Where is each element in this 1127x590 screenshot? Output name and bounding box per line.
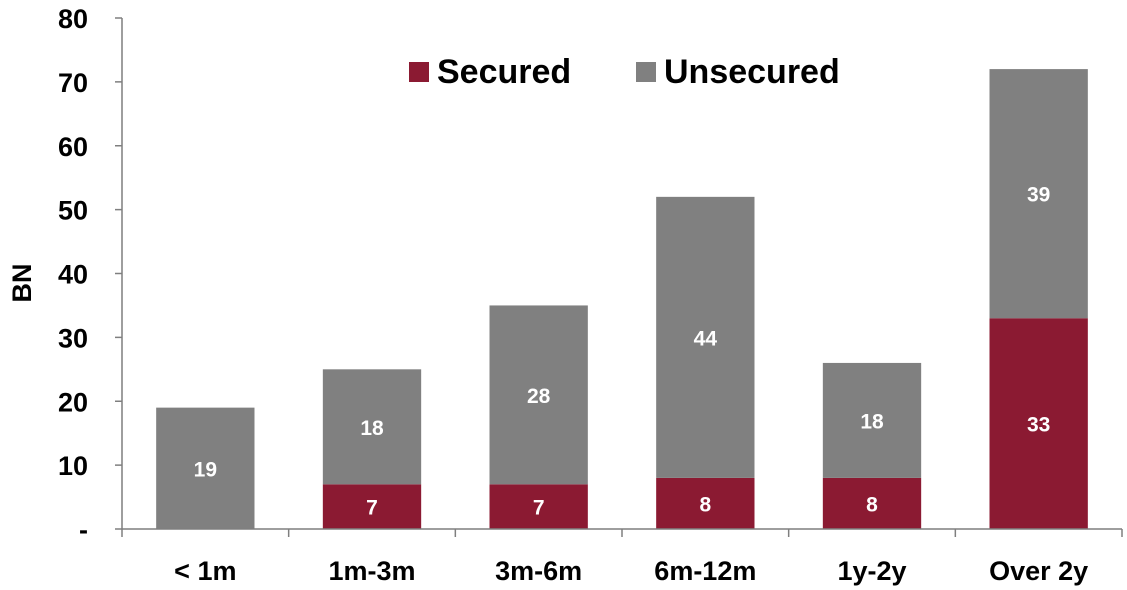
bars-layer [156, 69, 1088, 529]
y-tick-label: 60 [58, 132, 88, 162]
data-label: 44 [694, 327, 718, 350]
y-axis-label: BN [7, 264, 37, 303]
data-label: 39 [1027, 184, 1050, 207]
data-label: 7 [533, 497, 545, 520]
y-tick-label: 10 [58, 451, 88, 481]
data-label: 7 [366, 497, 378, 520]
x-tick-label: 1m-3m [328, 556, 415, 586]
y-tick-label: 20 [58, 387, 88, 417]
data-label: 33 [1027, 414, 1050, 437]
data-label: 8 [699, 493, 711, 516]
bar-secured [822, 477, 922, 529]
legend-label-secured: Secured [437, 53, 571, 91]
bar-unsecured [489, 305, 588, 485]
bar-secured [322, 484, 422, 529]
y-ticks-layer: - 10 20 30 40 50 60 70 80 [58, 4, 122, 545]
axes-layer [121, 18, 1122, 530]
bar-secured [656, 477, 755, 529]
y-tick-label: 70 [58, 68, 88, 98]
data-label: 18 [860, 410, 884, 433]
bar-secured [989, 318, 1088, 529]
bar-unsecured [656, 196, 755, 478]
x-tick-label: 1y-2y [837, 556, 906, 586]
data-label: 28 [527, 385, 551, 408]
legend-label-unsecured: Unsecured [664, 53, 840, 91]
data-label: 18 [360, 417, 384, 440]
data-label: 8 [866, 493, 878, 516]
x-tick-label: Over 2y [989, 556, 1088, 586]
x-ticks-layer: < 1m 1m-3m 3m-6m 6m-12m 1y-2y Over 2y [121, 529, 1123, 586]
legend-swatch-secured [409, 62, 429, 82]
y-tick-label: 50 [58, 196, 88, 226]
data-labels-layer: 19 7 18 7 28 8 44 8 18 33 39 [194, 184, 1051, 520]
legend: Secured Unsecured [409, 53, 840, 91]
x-tick-label: 3m-6m [495, 556, 582, 586]
x-tick-label: 6m-12m [654, 556, 756, 586]
y-tick-label: - [79, 515, 88, 545]
bar-unsecured [322, 369, 422, 485]
y-tick-label: 80 [58, 4, 88, 34]
bar-unsecured [156, 407, 255, 529]
bar-unsecured [822, 362, 922, 478]
data-label: 19 [194, 458, 217, 481]
y-tick-label: 40 [58, 260, 88, 290]
bar-secured [489, 484, 588, 529]
legend-swatch-unsecured [636, 62, 656, 82]
bar-unsecured [989, 69, 1088, 319]
x-tick-label: < 1m [174, 556, 236, 586]
y-tick-label: 30 [58, 323, 88, 353]
